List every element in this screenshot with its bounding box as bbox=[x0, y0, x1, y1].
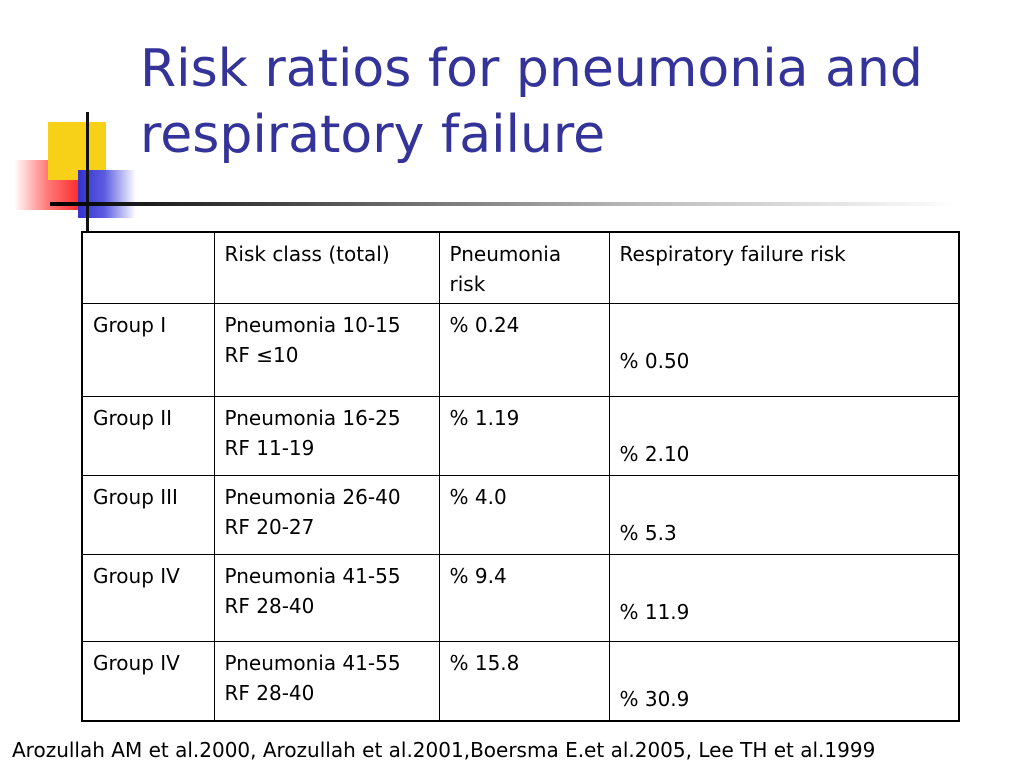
pneumonia-class: Pneumonia 41-55 bbox=[224, 651, 401, 675]
risk-class-cell: Pneumonia 41-55 RF 28-40 bbox=[213, 554, 440, 642]
group-cell: Group IV bbox=[81, 554, 215, 642]
rf-risk-cell: % 0.50 bbox=[608, 303, 960, 397]
header-cell-empty bbox=[81, 231, 215, 304]
slide-title-line-1: Risk ratios for pneumonia and bbox=[140, 39, 923, 99]
pneumonia-class: Pneumonia 16-25 bbox=[224, 406, 401, 430]
rf-risk-value: % 30.9 bbox=[619, 687, 690, 711]
rf-risk-value: % 0.50 bbox=[619, 349, 690, 373]
citation-footer: Arozullah AM et al.2000, Arozullah et al… bbox=[12, 738, 876, 762]
header-pneumonia-risk-line-2: risk bbox=[449, 272, 486, 296]
rf-class: RF ≤10 bbox=[224, 343, 299, 367]
table-row: Group IV Pneumonia 41-55 RF 28-40 % 15.8… bbox=[81, 641, 960, 722]
header-pneumonia-risk-line-1: Pneumonia bbox=[449, 242, 562, 266]
rf-risk-cell: % 2.10 bbox=[608, 396, 960, 476]
table-row: Group I Pneumonia 10-15 RF ≤10 % 0.24 % … bbox=[81, 303, 960, 397]
pneumonia-class: Pneumonia 41-55 bbox=[224, 564, 401, 588]
rf-risk-cell: % 11.9 bbox=[608, 554, 960, 642]
rf-risk-cell: % 30.9 bbox=[608, 641, 960, 722]
table-row: Group III Pneumonia 26-40 RF 20-27 % 4.0… bbox=[81, 475, 960, 555]
risk-class-cell: Pneumonia 10-15 RF ≤10 bbox=[213, 303, 440, 397]
rf-risk-value: % 11.9 bbox=[619, 600, 690, 624]
rf-risk-cell: % 5.3 bbox=[608, 475, 960, 555]
table-row: Group IV Pneumonia 41-55 RF 28-40 % 9.4 … bbox=[81, 554, 960, 642]
title-underline-rule bbox=[50, 202, 960, 206]
pneumonia-risk-cell: % 15.8 bbox=[438, 641, 610, 722]
group-cell: Group II bbox=[81, 396, 215, 476]
rf-class: RF 11-19 bbox=[224, 436, 315, 460]
header-respiratory-failure-risk: Respiratory failure risk bbox=[608, 231, 960, 304]
rf-risk-value: % 5.3 bbox=[619, 521, 677, 545]
rf-class: RF 28-40 bbox=[224, 594, 315, 618]
decorative-vertical-line bbox=[86, 112, 89, 232]
risk-ratio-table: Risk class (total) Pneumonia risk Respir… bbox=[81, 231, 960, 722]
pneumonia-class: Pneumonia 26-40 bbox=[224, 485, 401, 509]
group-cell: Group I bbox=[81, 303, 215, 397]
pneumonia-risk-cell: % 1.19 bbox=[438, 396, 610, 476]
pneumonia-class: Pneumonia 10-15 bbox=[224, 313, 401, 337]
group-cell: Group III bbox=[81, 475, 215, 555]
group-cell: Group IV bbox=[81, 641, 215, 722]
table-header-row: Risk class (total) Pneumonia risk Respir… bbox=[81, 231, 960, 304]
pneumonia-risk-cell: % 4.0 bbox=[438, 475, 610, 555]
slide-title: Risk ratios for pneumonia and respirator… bbox=[140, 36, 1000, 168]
risk-class-cell: Pneumonia 41-55 RF 28-40 bbox=[213, 641, 440, 722]
table-row: Group II Pneumonia 16-25 RF 11-19 % 1.19… bbox=[81, 396, 960, 476]
rf-class: RF 28-40 bbox=[224, 681, 315, 705]
header-risk-class: Risk class (total) bbox=[213, 231, 440, 304]
header-pneumonia-risk: Pneumonia risk bbox=[438, 231, 610, 304]
slide-title-line-2: respiratory failure bbox=[140, 105, 606, 165]
rf-class: RF 20-27 bbox=[224, 515, 315, 539]
rf-risk-value: % 2.10 bbox=[619, 442, 690, 466]
risk-class-cell: Pneumonia 26-40 RF 20-27 bbox=[213, 475, 440, 555]
pneumonia-risk-cell: % 9.4 bbox=[438, 554, 610, 642]
pneumonia-risk-cell: % 0.24 bbox=[438, 303, 610, 397]
risk-class-cell: Pneumonia 16-25 RF 11-19 bbox=[213, 396, 440, 476]
